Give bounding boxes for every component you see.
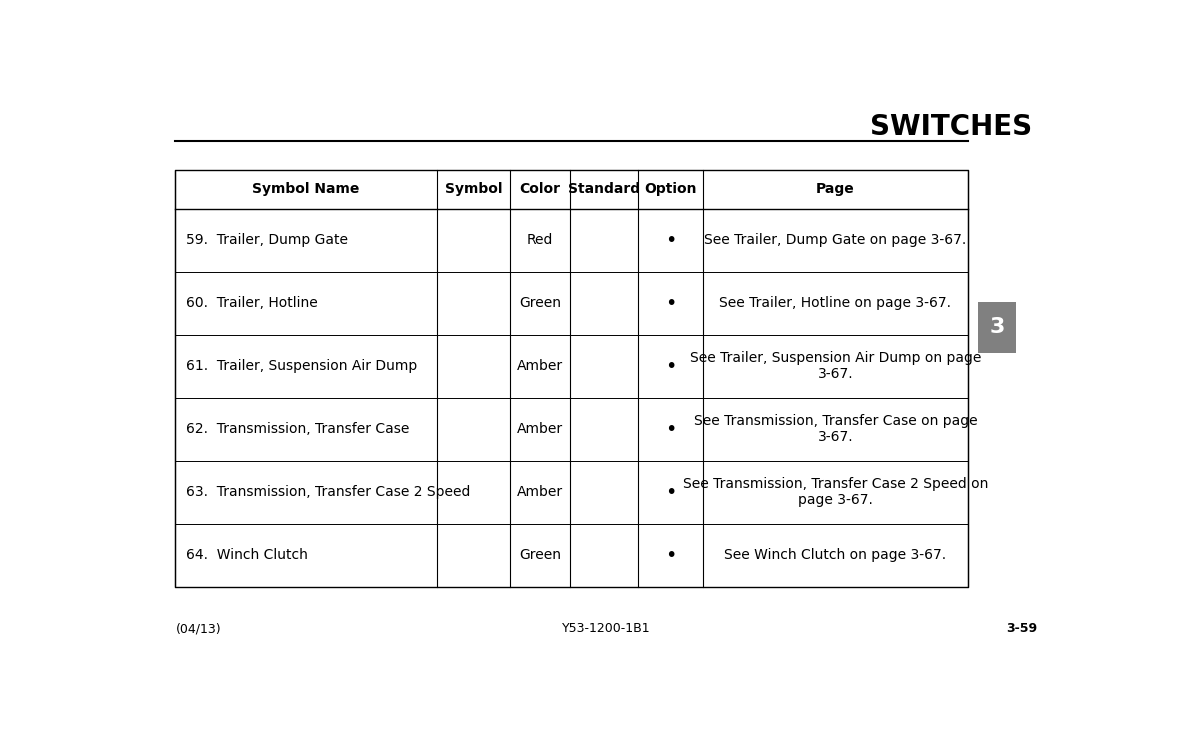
Text: Y53-1200-1B1: Y53-1200-1B1: [562, 622, 651, 635]
Text: 62.  Transmission, Transfer Case: 62. Transmission, Transfer Case: [187, 422, 409, 436]
Text: Color: Color: [519, 182, 561, 196]
Bar: [977, 302, 1016, 353]
Text: Symbol Name: Symbol Name: [252, 182, 360, 196]
Text: Green: Green: [519, 296, 561, 310]
Text: •: •: [665, 545, 677, 564]
Text: See Trailer, Suspension Air Dump on page
3-67.: See Trailer, Suspension Air Dump on page…: [690, 351, 981, 381]
Text: See Trailer, Hotline on page 3-67.: See Trailer, Hotline on page 3-67.: [719, 296, 951, 310]
Text: 61.  Trailer, Suspension Air Dump: 61. Trailer, Suspension Air Dump: [187, 359, 418, 373]
Text: Page: Page: [816, 182, 855, 196]
Text: Amber: Amber: [517, 422, 563, 436]
Text: 64.  Winch Clutch: 64. Winch Clutch: [187, 548, 309, 562]
Text: Green: Green: [519, 548, 561, 562]
Text: •: •: [665, 420, 677, 438]
Text: (04/13): (04/13): [175, 622, 221, 635]
Text: •: •: [665, 357, 677, 376]
Text: See Trailer, Dump Gate on page 3-67.: See Trailer, Dump Gate on page 3-67.: [704, 234, 967, 247]
Text: See Transmission, Transfer Case on page
3-67.: See Transmission, Transfer Case on page …: [693, 414, 977, 444]
Text: Symbol: Symbol: [445, 182, 502, 196]
Text: •: •: [665, 294, 677, 313]
Text: Red: Red: [526, 234, 552, 247]
Text: •: •: [665, 231, 677, 250]
Text: See Winch Clutch on page 3-67.: See Winch Clutch on page 3-67.: [724, 548, 946, 562]
Text: 59.  Trailer, Dump Gate: 59. Trailer, Dump Gate: [187, 234, 348, 247]
Text: Amber: Amber: [517, 485, 563, 499]
Text: 3: 3: [989, 318, 1004, 337]
Text: 60.  Trailer, Hotline: 60. Trailer, Hotline: [187, 296, 318, 310]
Text: Option: Option: [645, 182, 697, 196]
Text: 3-59: 3-59: [1006, 622, 1037, 635]
Text: Amber: Amber: [517, 359, 563, 373]
Text: See Transmission, Transfer Case 2 Speed on
page 3-67.: See Transmission, Transfer Case 2 Speed …: [683, 477, 988, 507]
Text: •: •: [665, 482, 677, 501]
Text: 63.  Transmission, Transfer Case 2 Speed: 63. Transmission, Transfer Case 2 Speed: [187, 485, 471, 499]
Text: Standard: Standard: [568, 182, 640, 196]
Bar: [175, 170, 969, 586]
Text: SWITCHES: SWITCHES: [871, 113, 1033, 141]
